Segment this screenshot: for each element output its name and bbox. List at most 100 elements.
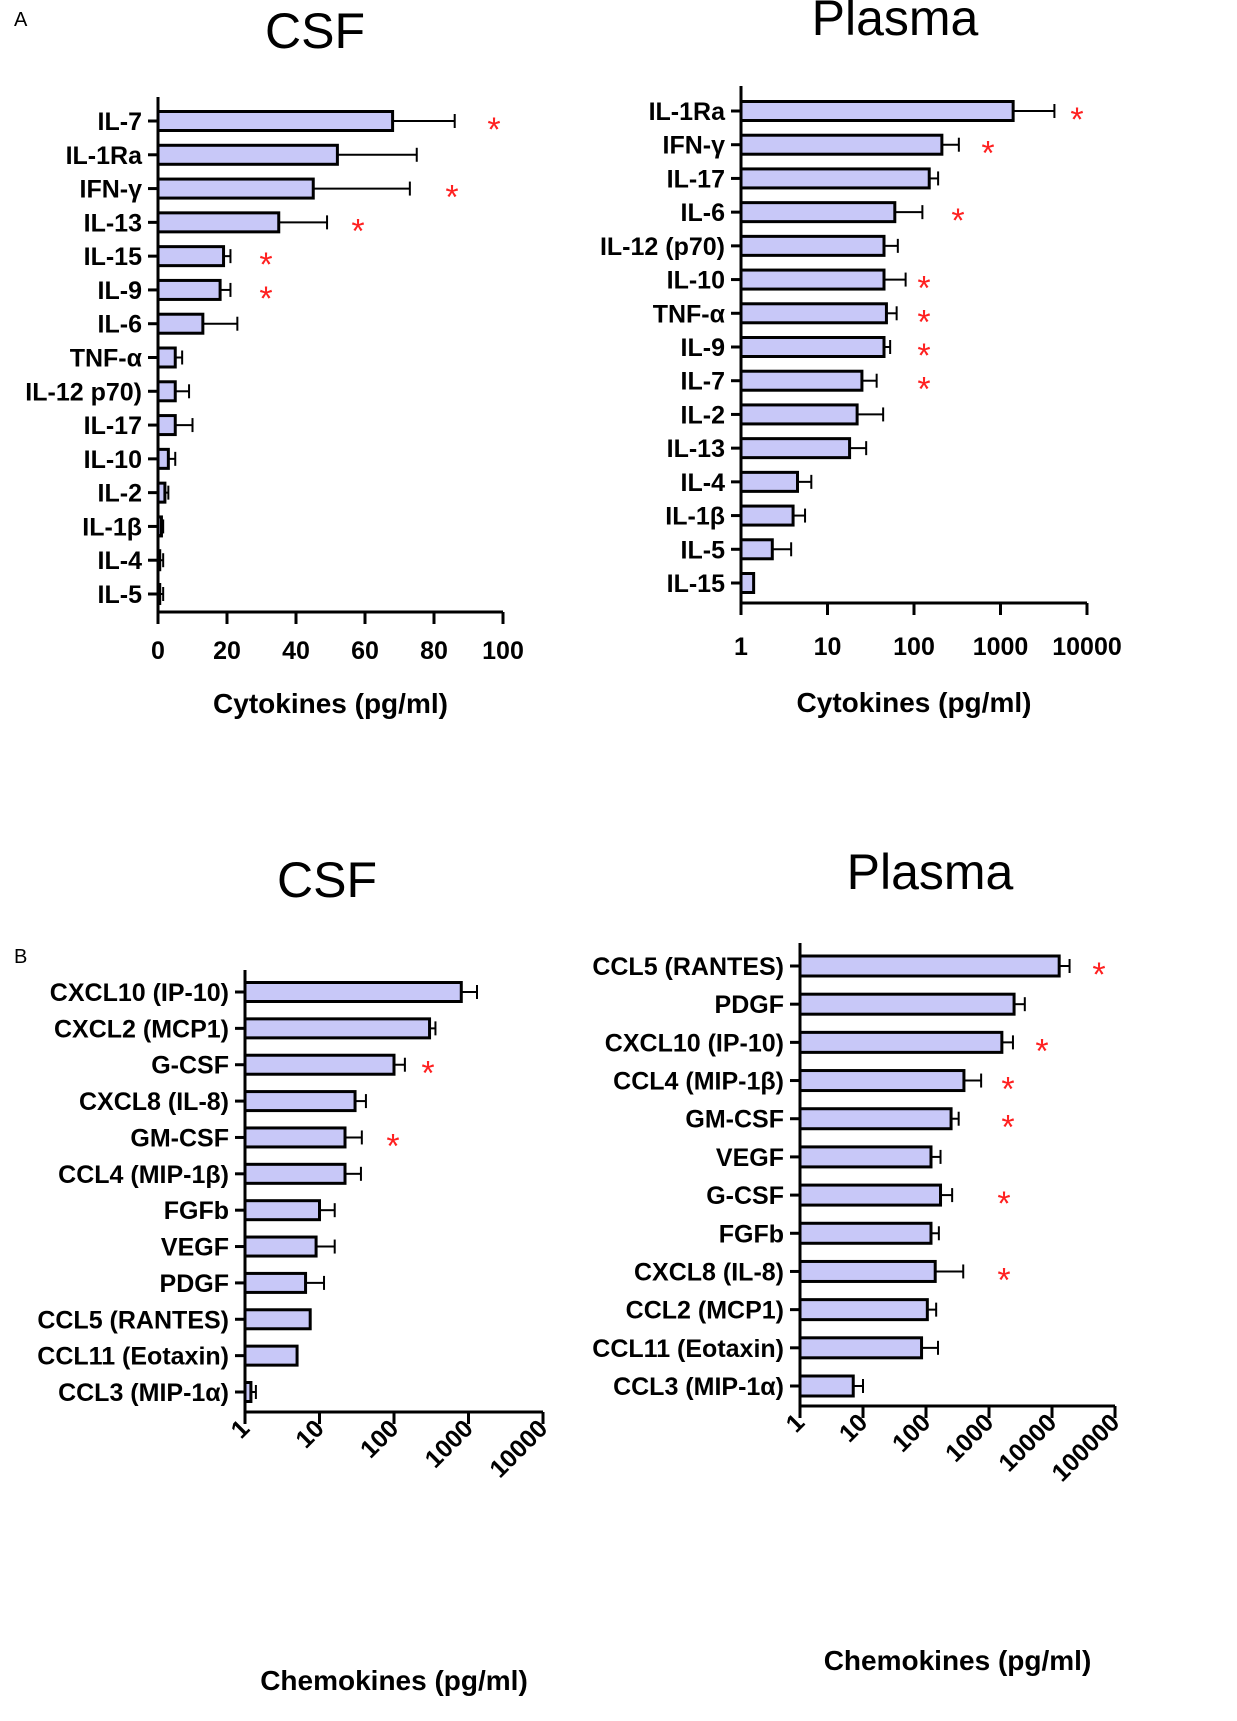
bar bbox=[243, 1235, 318, 1258]
x-tick-label: 10 bbox=[834, 1408, 873, 1447]
bar bbox=[739, 302, 888, 325]
category-label: IL-15 bbox=[84, 243, 142, 271]
significance-star: * bbox=[259, 246, 272, 284]
bar bbox=[156, 278, 222, 301]
bar bbox=[739, 538, 774, 561]
x-tick-label: 1 bbox=[734, 633, 748, 661]
category-label: CXCL8 (IL-8) bbox=[79, 1088, 229, 1116]
bar bbox=[798, 1259, 937, 1283]
bar bbox=[798, 1145, 933, 1169]
x-tick-label: 10000 bbox=[1052, 633, 1122, 661]
category-label: CCL4 (MIP-1β) bbox=[58, 1161, 229, 1189]
category-label: CCL11 (Eotaxin) bbox=[37, 1343, 229, 1371]
significance-star: * bbox=[997, 1261, 1010, 1299]
significance-star: * bbox=[445, 179, 458, 217]
category-label: GM-CSF bbox=[685, 1106, 784, 1134]
x-tick-label: 100 bbox=[887, 1408, 936, 1457]
category-label: IL-9 bbox=[681, 334, 725, 362]
category-label: IL-5 bbox=[681, 536, 726, 564]
bar bbox=[156, 414, 177, 437]
category-label: IL-1Ra bbox=[649, 98, 727, 126]
category-label: PDGF bbox=[715, 991, 784, 1019]
bar bbox=[243, 981, 463, 1003]
category-label: IL-17 bbox=[84, 412, 142, 440]
significance-star: * bbox=[917, 303, 930, 341]
category-label: CXCL8 (IL-8) bbox=[634, 1258, 784, 1286]
category-label: CCL3 (MIP-1α) bbox=[58, 1379, 229, 1407]
category-label: IL-6 bbox=[681, 199, 725, 227]
category-label: VEGF bbox=[716, 1144, 784, 1172]
category-label: IL-1β bbox=[82, 513, 142, 541]
significance-star: * bbox=[259, 280, 272, 318]
significance-star: * bbox=[981, 135, 994, 173]
category-label: GM-CSF bbox=[130, 1124, 229, 1152]
x-tick-label: 1 bbox=[781, 1408, 811, 1438]
bar bbox=[156, 143, 339, 166]
category-label: CCL4 (MIP-1β) bbox=[613, 1068, 784, 1096]
chart-panel-3: CSF CXCL10 (IP-10) CXCL2 (MCP1) G-CSF * CXCL8… bbox=[37, 852, 553, 1696]
category-label: IL-15 bbox=[667, 570, 725, 598]
x-axis-label: Cytokines (pg/ml) bbox=[213, 688, 448, 719]
bar bbox=[739, 403, 859, 426]
bar bbox=[798, 1107, 953, 1131]
category-label: IL-12 (p70) bbox=[600, 233, 725, 261]
bar bbox=[739, 437, 852, 460]
bar bbox=[156, 110, 395, 132]
x-tick-label: 1000 bbox=[973, 633, 1029, 661]
chart-title: CSF bbox=[265, 3, 365, 59]
x-tick-label: 60 bbox=[351, 637, 379, 665]
significance-star: * bbox=[997, 1185, 1010, 1223]
category-label: TNF-α bbox=[70, 345, 143, 373]
category-label: CCL3 (MIP-1α) bbox=[613, 1373, 784, 1401]
panel-label-b: B bbox=[14, 946, 27, 968]
category-label: TNF-α bbox=[653, 300, 726, 328]
category-label: IL-2 bbox=[98, 480, 142, 508]
significance-star: * bbox=[386, 1127, 399, 1165]
bar bbox=[798, 1030, 1004, 1054]
bar bbox=[798, 1374, 855, 1398]
category-label: IL-7 bbox=[681, 368, 725, 396]
category-label: IL-10 bbox=[84, 446, 142, 474]
bar bbox=[739, 167, 931, 190]
category-label: CXCL2 (MCP1) bbox=[54, 1015, 229, 1043]
bar bbox=[739, 572, 756, 594]
category-label: VEGF bbox=[161, 1234, 229, 1262]
significance-star: * bbox=[951, 202, 964, 240]
category-label: CCL5 (RANTES) bbox=[592, 953, 784, 981]
bar bbox=[739, 234, 886, 257]
category-label: IL-4 bbox=[681, 469, 726, 497]
bar bbox=[243, 1344, 299, 1367]
category-label: CXCL10 (IP-10) bbox=[605, 1029, 784, 1057]
bar bbox=[739, 470, 800, 493]
bar bbox=[739, 100, 1015, 122]
x-tick-label: 100 bbox=[355, 1414, 404, 1463]
category-label: IL-9 bbox=[98, 277, 142, 305]
category-label: G-CSF bbox=[151, 1052, 229, 1080]
significance-star: * bbox=[1001, 1071, 1014, 1109]
significance-star: * bbox=[1001, 1109, 1014, 1147]
category-label: CCL11 (Eotaxin) bbox=[592, 1335, 784, 1363]
bar bbox=[156, 312, 205, 335]
category-label: IFN-γ bbox=[80, 176, 143, 204]
x-tick-label: 100 bbox=[893, 633, 935, 661]
bar bbox=[798, 992, 1016, 1016]
category-label: IL-2 bbox=[681, 401, 725, 429]
category-label: CCL2 (MCP1) bbox=[626, 1297, 784, 1325]
category-label: FGFb bbox=[719, 1220, 784, 1248]
bar bbox=[156, 346, 177, 369]
x-tick-label: 20 bbox=[213, 637, 241, 665]
bar bbox=[739, 201, 897, 224]
significance-star: * bbox=[917, 337, 930, 375]
x-axis-label: Chemokines (pg/ml) bbox=[260, 1665, 528, 1696]
x-tick-label: 80 bbox=[420, 637, 448, 665]
x-tick-label: 10000 bbox=[484, 1414, 553, 1483]
bar bbox=[243, 1308, 312, 1331]
category-label: CCL5 (RANTES) bbox=[37, 1306, 229, 1334]
bar bbox=[243, 1090, 357, 1113]
panel-label-a: A bbox=[14, 9, 28, 31]
significance-star: * bbox=[1092, 956, 1105, 994]
bar bbox=[739, 504, 795, 527]
category-label: IL-13 bbox=[84, 209, 142, 237]
chart-panel-1: CSF IL-7 * IL-1Ra IFN-γ * IL-13 * IL-15 * IL-9 * IL-… bbox=[25, 3, 524, 719]
bar bbox=[156, 177, 315, 200]
